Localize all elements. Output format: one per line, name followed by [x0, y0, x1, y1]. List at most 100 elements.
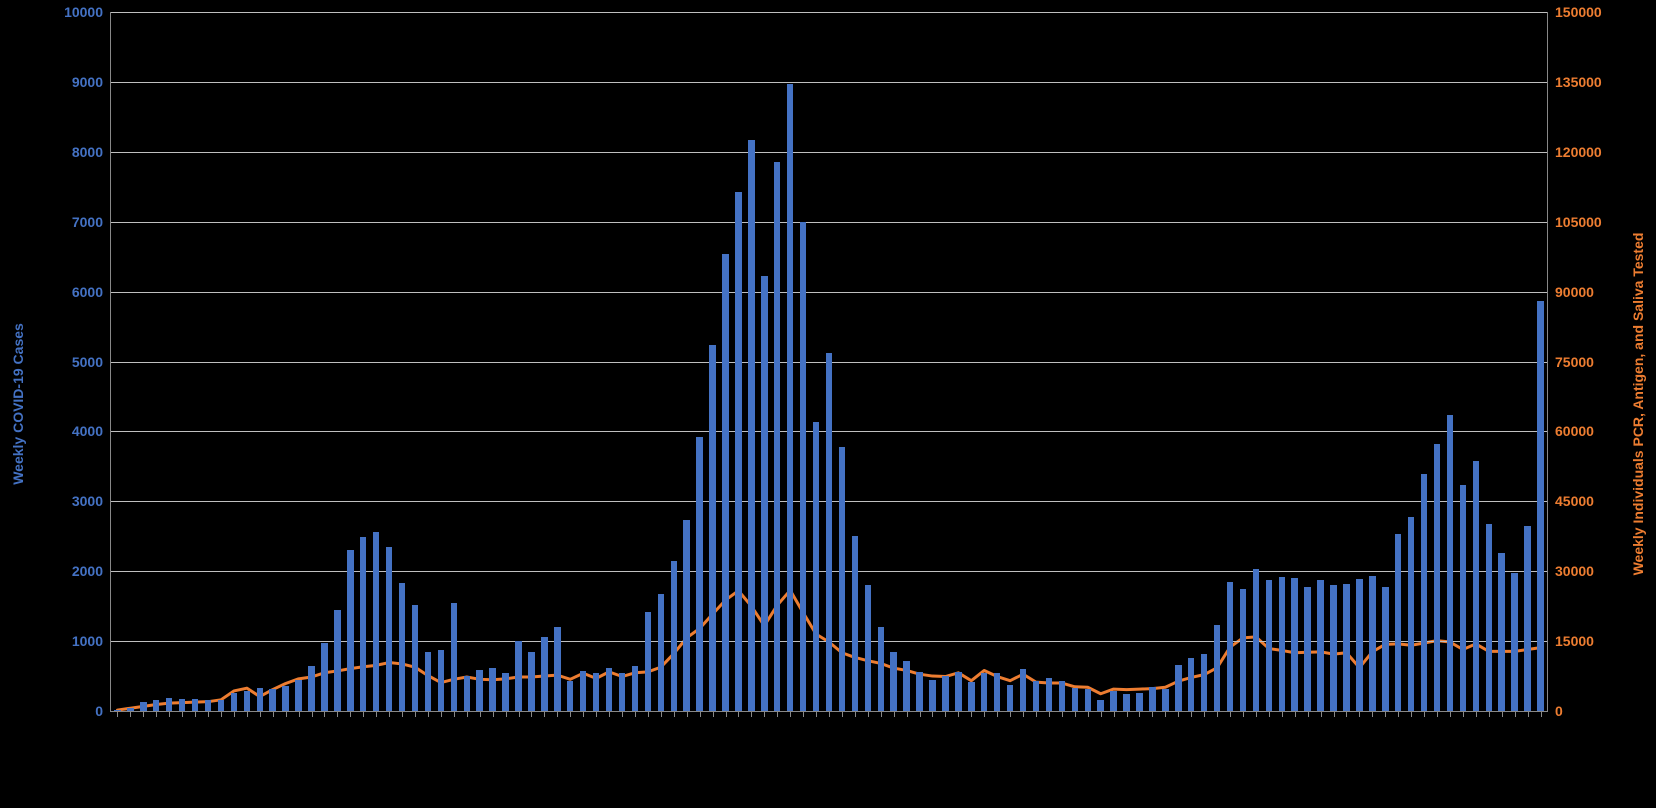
cases-bar [166, 698, 172, 711]
x-tick [920, 711, 921, 717]
y-left-tick-label: 6000 [72, 284, 111, 300]
cases-bar [632, 666, 638, 711]
cases-bar [890, 652, 896, 711]
cases-bar [1214, 625, 1220, 711]
x-tick [428, 711, 429, 717]
x-tick [415, 711, 416, 717]
y-right-tick-label: 30000 [1547, 563, 1594, 579]
cases-bar [1537, 301, 1543, 711]
cases-bar [476, 670, 482, 711]
x-tick [971, 711, 972, 717]
x-tick [855, 711, 856, 717]
x-tick [1450, 711, 1451, 717]
x-tick [700, 711, 701, 717]
x-tick [324, 711, 325, 717]
x-tick [1036, 711, 1037, 717]
cases-bar [554, 627, 560, 711]
cases-bar [179, 699, 185, 711]
x-tick [273, 711, 274, 717]
cases-bar [205, 700, 211, 711]
cases-bar [981, 673, 987, 711]
cases-bar [1304, 587, 1310, 711]
cases-bar [606, 668, 612, 711]
y-right-tick-label: 60000 [1547, 423, 1594, 439]
x-tick [583, 711, 584, 717]
cases-bar [1227, 582, 1233, 711]
x-tick [945, 711, 946, 717]
x-tick [1152, 711, 1153, 717]
cases-bar [438, 650, 444, 711]
x-tick [1243, 711, 1244, 717]
x-tick [661, 711, 662, 717]
cases-bar [1072, 688, 1078, 711]
cases-bar [1279, 577, 1285, 711]
y-left-tick-label: 4000 [72, 423, 111, 439]
cases-bar [515, 641, 521, 711]
x-tick [247, 711, 248, 717]
x-tick [350, 711, 351, 717]
cases-bar [464, 676, 470, 711]
x-tick [1541, 711, 1542, 717]
cases-bar [373, 532, 379, 711]
x-tick [156, 711, 157, 717]
cases-bar [140, 702, 146, 711]
x-tick [1502, 711, 1503, 717]
cases-bar [231, 693, 237, 711]
cases-bar [1097, 700, 1103, 711]
x-tick [842, 711, 843, 717]
x-tick [312, 711, 313, 717]
x-tick [1127, 711, 1128, 717]
gridline [111, 222, 1547, 223]
x-tick [1321, 711, 1322, 717]
y-left-tick-label: 1000 [72, 633, 111, 649]
cases-bar [658, 594, 664, 711]
x-tick [687, 711, 688, 717]
x-tick [1372, 711, 1373, 717]
x-tick [169, 711, 170, 717]
x-tick [480, 711, 481, 717]
y-left-tick-label: 2000 [72, 563, 111, 579]
cases-bar [1266, 580, 1272, 711]
x-tick [1191, 711, 1192, 717]
cases-bar [1473, 461, 1479, 711]
cases-bar [1330, 585, 1336, 711]
cases-bar [451, 603, 457, 711]
cases-bar [1240, 589, 1246, 711]
x-tick [907, 711, 908, 717]
cases-bar [412, 605, 418, 711]
cases-bar [800, 222, 806, 711]
cases-bar [1291, 578, 1297, 712]
x-tick [1282, 711, 1283, 717]
cases-bar [1149, 687, 1155, 711]
x-tick [117, 711, 118, 717]
cases-bar [968, 682, 974, 711]
y-right-tick-label: 105000 [1547, 214, 1602, 230]
gridline [111, 12, 1547, 13]
cases-bar [619, 673, 625, 711]
x-tick [389, 711, 390, 717]
cases-bar [1395, 534, 1401, 711]
y-left-tick-label: 10000 [64, 4, 111, 20]
x-tick [997, 711, 998, 717]
x-tick [402, 711, 403, 717]
y-left-tick-label: 3000 [72, 493, 111, 509]
x-tick [286, 711, 287, 717]
x-tick [531, 711, 532, 717]
cases-bar [1460, 485, 1466, 711]
x-tick [1385, 711, 1386, 717]
cases-bar [826, 353, 832, 711]
y-left-tick-label: 5000 [72, 354, 111, 370]
cases-bar [903, 661, 909, 711]
x-tick [751, 711, 752, 717]
cases-bar [1356, 579, 1362, 711]
x-tick [674, 711, 675, 717]
cases-bar [929, 680, 935, 711]
y-right-axis-title: Weekly Individuals PCR, Antigen, and Sal… [1630, 233, 1646, 576]
x-tick [506, 711, 507, 717]
x-tick [1062, 711, 1063, 717]
x-tick [182, 711, 183, 717]
x-tick [958, 711, 959, 717]
cases-bar [347, 550, 353, 711]
x-tick [234, 711, 235, 717]
cases-bar [541, 637, 547, 711]
